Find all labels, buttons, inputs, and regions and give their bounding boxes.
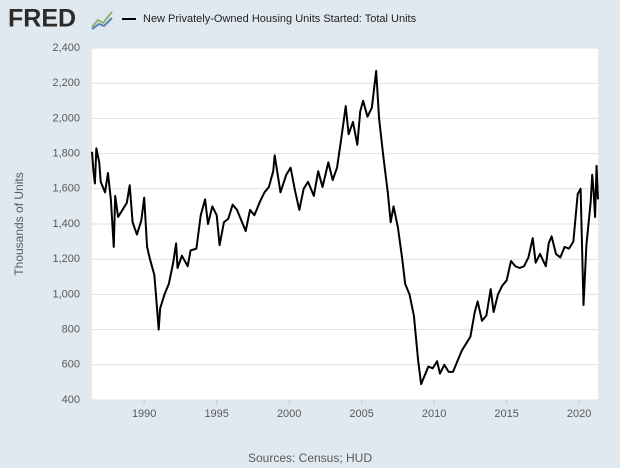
- x-tick-label: 2010: [422, 408, 446, 420]
- y-tick-label: 2,400: [52, 42, 80, 54]
- x-tick-label: 2005: [349, 408, 373, 420]
- legend-label: New Privately-Owned Housing Units Starte…: [143, 13, 417, 25]
- x-tick-label: 1990: [132, 408, 156, 420]
- logo-icon: [90, 8, 114, 30]
- y-tick-label: 600: [62, 359, 80, 371]
- y-tick-label: 2,200: [52, 77, 80, 89]
- y-tick-label: 1,800: [52, 148, 80, 160]
- y-tick-label: 1,000: [52, 288, 80, 300]
- source-note: Sources: Census; HUD: [248, 451, 372, 465]
- y-tick-label: 2,000: [52, 112, 80, 124]
- x-tick-label: 2015: [494, 408, 518, 420]
- y-tick-label: 800: [62, 324, 80, 336]
- y-tick-label: 1,400: [52, 218, 80, 230]
- x-tick-label: 2020: [567, 408, 591, 420]
- brand-logo[interactable]: FRED: [8, 5, 76, 33]
- data-line: [91, 69, 599, 386]
- y-axis-label: Thousands of Units: [12, 172, 26, 275]
- y-tick-label: 400: [62, 394, 80, 406]
- x-tick-label: 1995: [204, 408, 228, 420]
- x-tick-label: 2000: [277, 408, 301, 420]
- y-tick-label: 1,200: [52, 253, 80, 265]
- y-tick-label: 1,600: [52, 183, 80, 195]
